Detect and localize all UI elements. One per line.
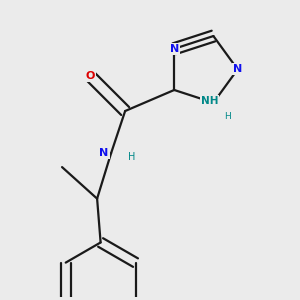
Text: H: H [224, 112, 231, 121]
Text: N: N [169, 44, 179, 54]
Text: N: N [233, 64, 242, 74]
Text: H: H [128, 152, 136, 162]
Text: O: O [85, 71, 95, 81]
Text: NH: NH [201, 96, 219, 106]
Text: N: N [100, 148, 109, 158]
